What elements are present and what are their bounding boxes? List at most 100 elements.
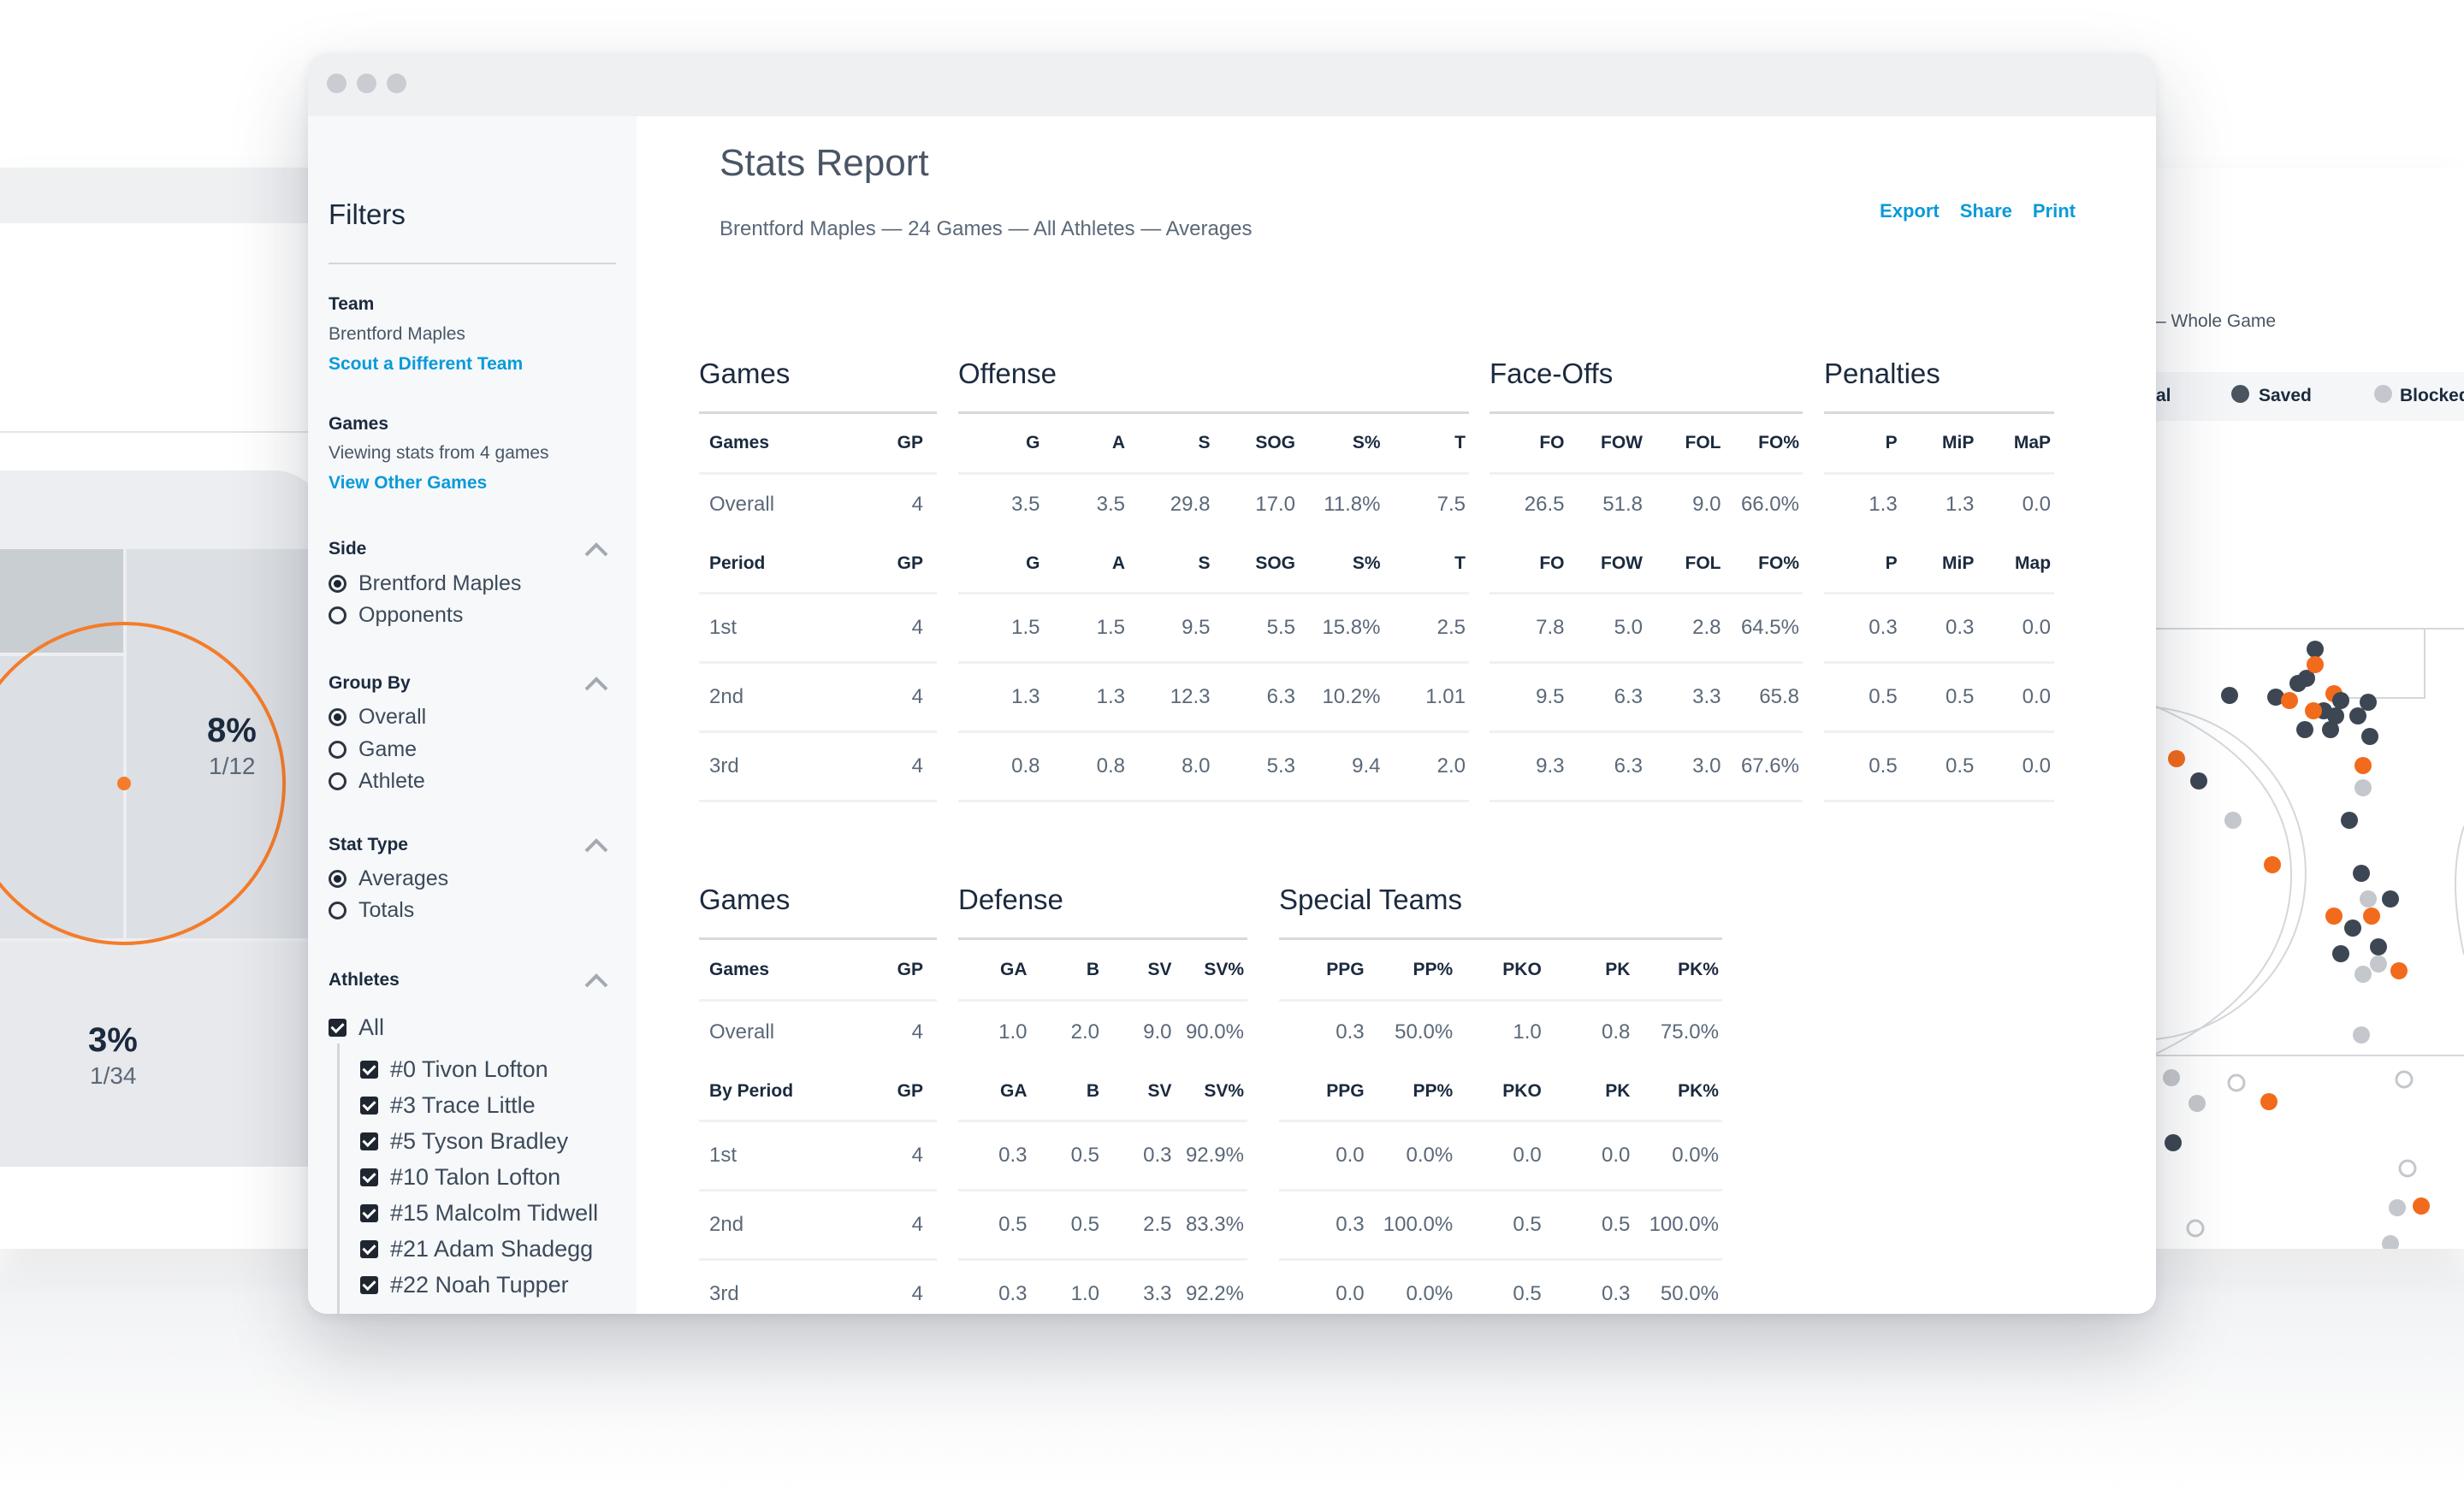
table-cell: 1.5 xyxy=(1011,616,1040,639)
athlete-all-checkbox[interactable]: All xyxy=(329,1014,384,1041)
team-label: Team xyxy=(329,294,375,314)
athlete-checkbox[interactable]: #22 Noah Tupper xyxy=(360,1272,569,1298)
athlete-name: #3 Trace Little xyxy=(390,1092,536,1118)
table-header-row: P MiP Map xyxy=(1824,535,2054,594)
column-header: PKO xyxy=(1502,959,1542,979)
table-row: 0.5 0.5 0.0 xyxy=(1824,664,2054,733)
table-row: 0.3 1.0 3.3 92.2% xyxy=(958,1261,1247,1314)
table-row: 3rd 4 xyxy=(699,733,937,802)
athlete-checkbox[interactable]: #3 Trace Little xyxy=(360,1092,536,1119)
chevron-up-icon[interactable] xyxy=(583,541,609,558)
window-maximize-button[interactable] xyxy=(387,74,406,93)
radio-selected-icon[interactable] xyxy=(329,575,346,593)
print-button[interactable]: Print xyxy=(2032,200,2076,222)
checkbox-checked-icon[interactable] xyxy=(360,1132,378,1150)
checkbox-checked-icon[interactable] xyxy=(360,1276,378,1294)
table-cell: 0.3 xyxy=(1336,1213,1365,1236)
group-option-game[interactable]: Game xyxy=(329,737,417,762)
shot-marker xyxy=(2307,656,2324,673)
stat-option-averages[interactable]: Averages xyxy=(329,866,448,891)
group-title: Games xyxy=(699,358,791,389)
checkbox-checked-icon[interactable] xyxy=(329,1019,346,1037)
stats-group-defense: Defense GA B SV SV% 1.0 2.0 9.0 90.0% GA B SV SV% 0.3… xyxy=(958,878,1247,1314)
table-cell: 5.0 xyxy=(1614,616,1643,639)
group-option-athlete[interactable]: Athlete xyxy=(329,769,425,794)
table-cell: 6.3 xyxy=(1614,685,1643,708)
shot-marker xyxy=(2168,750,2185,767)
table-cell: 0.3 xyxy=(1869,616,1898,639)
chevron-up-icon[interactable] xyxy=(583,972,609,989)
checkbox-checked-icon[interactable] xyxy=(360,1061,378,1079)
window-titlebar xyxy=(308,53,2156,116)
radio-icon[interactable] xyxy=(329,772,346,790)
checkbox-checked-icon[interactable] xyxy=(360,1240,378,1258)
table-cell: 0.5 xyxy=(1869,685,1898,708)
table-cell: 9.4 xyxy=(1352,754,1381,778)
column-header: SOG xyxy=(1255,433,1295,452)
scout-team-link[interactable]: Scout a Different Team xyxy=(329,354,524,374)
shot-marker xyxy=(2332,945,2349,962)
stat-option-totals[interactable]: Totals xyxy=(329,898,414,923)
table-row: 0.0 0.0% 0.0 0.0 0.0% xyxy=(1279,1122,1722,1191)
table-cell: 11.8% xyxy=(1324,493,1381,516)
table-cell: 92.2% xyxy=(1185,1282,1244,1305)
table-cell: 9.3 xyxy=(1536,754,1565,778)
athlete-checkbox[interactable]: #15 Malcolm Tidwell xyxy=(360,1200,598,1227)
side-option-opponents[interactable]: Opponents xyxy=(329,603,463,628)
checkbox-checked-icon[interactable] xyxy=(360,1204,378,1222)
table-cell: 0.3 xyxy=(998,1282,1028,1305)
table-cell: 4 xyxy=(911,1213,923,1236)
athlete-checkbox[interactable]: #21 Adam Shadegg xyxy=(360,1236,593,1262)
checkbox-checked-icon[interactable] xyxy=(360,1097,378,1115)
legend-bar: al Saved Blocked xyxy=(2139,372,2464,421)
table-cell: 83.3% xyxy=(1185,1213,1244,1236)
divider xyxy=(329,263,616,264)
table-cell: 92.9% xyxy=(1185,1144,1244,1167)
table-cell: 0.3 xyxy=(1336,1020,1365,1044)
zone-ratio: 1/12 xyxy=(209,753,256,779)
export-button[interactable]: Export xyxy=(1880,200,1940,222)
group-option-overall[interactable]: Overall xyxy=(329,705,426,730)
radio-selected-icon[interactable] xyxy=(329,708,346,726)
column-header: GP xyxy=(897,1081,923,1101)
athlete-name: #5 Tyson Bradley xyxy=(390,1128,569,1154)
divider xyxy=(0,431,325,433)
table-cell: 4 xyxy=(911,616,923,639)
view-other-games-link[interactable]: View Other Games xyxy=(329,473,488,493)
table-cell: 0.0 xyxy=(2022,616,2052,639)
share-button[interactable]: Share xyxy=(1959,200,2012,222)
table-cell: 0.5 xyxy=(1602,1213,1631,1236)
table-cell: 4 xyxy=(911,685,923,708)
column-header: MaP xyxy=(2013,433,2052,452)
checkbox-checked-icon[interactable] xyxy=(360,1168,378,1186)
tree-line xyxy=(337,1044,340,1314)
column-header: FOL xyxy=(1685,433,1721,452)
column-header: By Period xyxy=(709,1081,794,1101)
window-close-button[interactable] xyxy=(327,74,346,93)
radio-icon[interactable] xyxy=(329,902,346,919)
radio-icon[interactable] xyxy=(329,741,346,759)
side-option-brentford[interactable]: Brentford Maples xyxy=(329,571,521,596)
chevron-up-icon[interactable] xyxy=(583,675,609,692)
athlete-name: #21 Adam Shadegg xyxy=(390,1236,594,1262)
table-cell: 29.8 xyxy=(1170,493,1211,516)
column-header: GP xyxy=(897,553,923,573)
chevron-up-icon[interactable] xyxy=(583,837,609,854)
table-cell: 2.8 xyxy=(1692,616,1721,639)
column-header: PKO xyxy=(1502,1081,1542,1101)
radio-icon[interactable] xyxy=(329,606,346,624)
table-cell: 9.5 xyxy=(1536,685,1565,708)
table-cell: 2.5 xyxy=(1436,616,1466,639)
athlete-checkbox[interactable]: #5 Tyson Bradley xyxy=(360,1128,568,1155)
radio-selected-icon[interactable] xyxy=(329,870,346,888)
zone-cell xyxy=(127,549,325,938)
athlete-checkbox[interactable]: #10 Talon Lofton xyxy=(360,1164,560,1191)
table-row: 0.0 0.0% 0.5 0.3 50.0% xyxy=(1279,1261,1722,1314)
window-minimize-button[interactable] xyxy=(357,74,376,93)
team-value: Brentford Maples xyxy=(329,324,465,344)
shot-marker xyxy=(2398,1159,2417,1178)
shot-marker xyxy=(2354,779,2372,796)
column-header: T xyxy=(1454,553,1466,573)
column-header: GP xyxy=(897,959,923,979)
athlete-checkbox[interactable]: #0 Tivon Lofton xyxy=(360,1056,548,1083)
